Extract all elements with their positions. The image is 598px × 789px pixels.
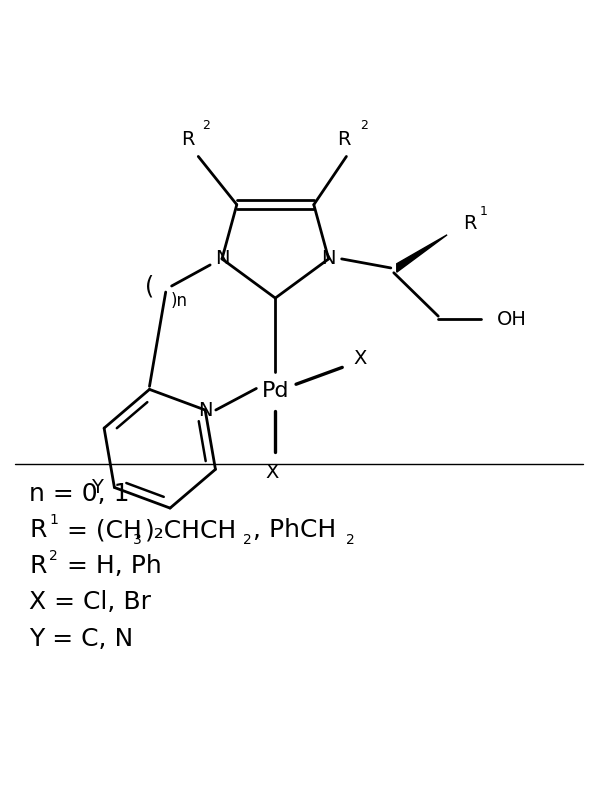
Text: Y = C, N: Y = C, N xyxy=(29,626,134,651)
Text: = H, Ph: = H, Ph xyxy=(59,554,162,578)
Text: X = Cl, Br: X = Cl, Br xyxy=(29,590,151,615)
Text: 2: 2 xyxy=(360,118,368,132)
Text: X: X xyxy=(266,463,279,482)
Text: , PhCH: , PhCH xyxy=(254,518,337,542)
Text: Y: Y xyxy=(91,478,102,497)
Text: 3: 3 xyxy=(133,533,142,548)
Text: N: N xyxy=(321,249,336,268)
Text: = (CH: = (CH xyxy=(59,518,142,542)
Text: 2: 2 xyxy=(346,533,355,548)
Text: R: R xyxy=(337,130,350,149)
Text: OH: OH xyxy=(498,309,527,329)
Text: R: R xyxy=(29,554,47,578)
Text: R: R xyxy=(181,130,194,149)
Text: 1: 1 xyxy=(49,513,58,527)
Text: R: R xyxy=(463,215,477,234)
Text: 2: 2 xyxy=(202,118,210,132)
Text: n = 0, 1: n = 0, 1 xyxy=(29,482,130,506)
Text: N: N xyxy=(198,401,212,420)
Polygon shape xyxy=(396,235,447,272)
Text: )n: )n xyxy=(170,292,187,310)
Text: X: X xyxy=(353,349,367,368)
Text: 1: 1 xyxy=(480,205,488,219)
Text: N: N xyxy=(215,249,229,268)
Text: )₂CHCH: )₂CHCH xyxy=(145,518,237,542)
Text: (: ( xyxy=(145,274,154,298)
Text: 2: 2 xyxy=(243,533,252,548)
Text: R: R xyxy=(29,518,47,542)
Text: 2: 2 xyxy=(49,549,58,563)
Text: Pd: Pd xyxy=(261,382,289,402)
